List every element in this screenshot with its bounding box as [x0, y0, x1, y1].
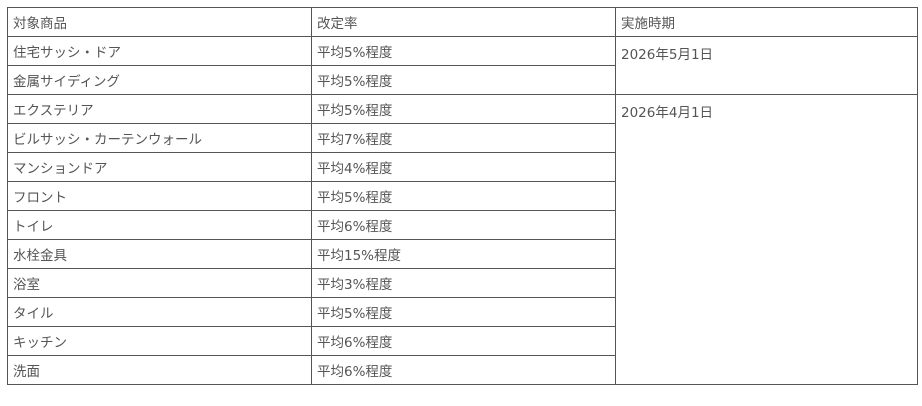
rate-cell: 平均5%程度: [311, 65, 616, 95]
table-row: 浴室 平均3%程度: [7, 268, 918, 298]
rate-cell: 平均5%程度: [311, 36, 616, 66]
product-cell: 金属サイディング: [7, 65, 312, 95]
table-header-row: 対象商品 改定率 実施時期: [7, 7, 918, 37]
rate-cell: 平均7%程度: [311, 123, 616, 153]
rate-cell: 平均5%程度: [311, 94, 616, 124]
product-cell: マンションドア: [7, 152, 312, 182]
product-cell: 水栓金具: [7, 239, 312, 269]
rate-cell: 平均6%程度: [311, 210, 616, 240]
header-rate: 改定率: [311, 7, 616, 37]
table-row: エクステリア 平均5%程度 2026年4月1日: [7, 94, 918, 385]
header-date: 実施時期: [615, 7, 918, 37]
product-cell: トイレ: [7, 210, 312, 240]
rate-cell: 平均6%程度: [311, 355, 616, 385]
price-revision-table: 対象商品 改定率 実施時期 住宅サッシ・ドア 平均5%程度 2026年5月1日 金属…: [7, 7, 918, 385]
product-cell: フロント: [7, 181, 312, 211]
product-cell: タイル: [7, 297, 312, 327]
product-cell: 住宅サッシ・ドア: [7, 36, 312, 66]
rate-cell: 平均4%程度: [311, 152, 616, 182]
table-row: ビルサッシ・カーテンウォール 平均7%程度: [7, 123, 918, 153]
table-row: 金属サイディング 平均5%程度: [7, 65, 918, 95]
rate-cell: 平均5%程度: [311, 181, 616, 211]
table-row: フロント 平均5%程度: [7, 181, 918, 211]
table-row: トイレ 平均6%程度: [7, 210, 918, 240]
rate-cell: 平均15%程度: [311, 239, 616, 269]
table-row: 水栓金具 平均15%程度: [7, 239, 918, 269]
product-cell: キッチン: [7, 326, 312, 356]
rate-cell: 平均3%程度: [311, 268, 616, 298]
product-cell: 洗面: [7, 355, 312, 385]
date-cell: 2026年5月1日: [615, 36, 918, 95]
product-cell: 浴室: [7, 268, 312, 298]
table-row: 住宅サッシ・ドア 平均5%程度 2026年5月1日: [7, 36, 918, 95]
table-row: タイル 平均5%程度: [7, 297, 918, 327]
rate-cell: 平均6%程度: [311, 326, 616, 356]
table-row: マンションドア 平均4%程度: [7, 152, 918, 182]
header-product: 対象商品: [7, 7, 312, 37]
table-row: 洗面 平均6%程度: [7, 355, 918, 385]
product-cell: ビルサッシ・カーテンウォール: [7, 123, 312, 153]
date-cell: 2026年4月1日: [615, 94, 918, 385]
product-cell: エクステリア: [7, 94, 312, 124]
rate-cell: 平均5%程度: [311, 297, 616, 327]
